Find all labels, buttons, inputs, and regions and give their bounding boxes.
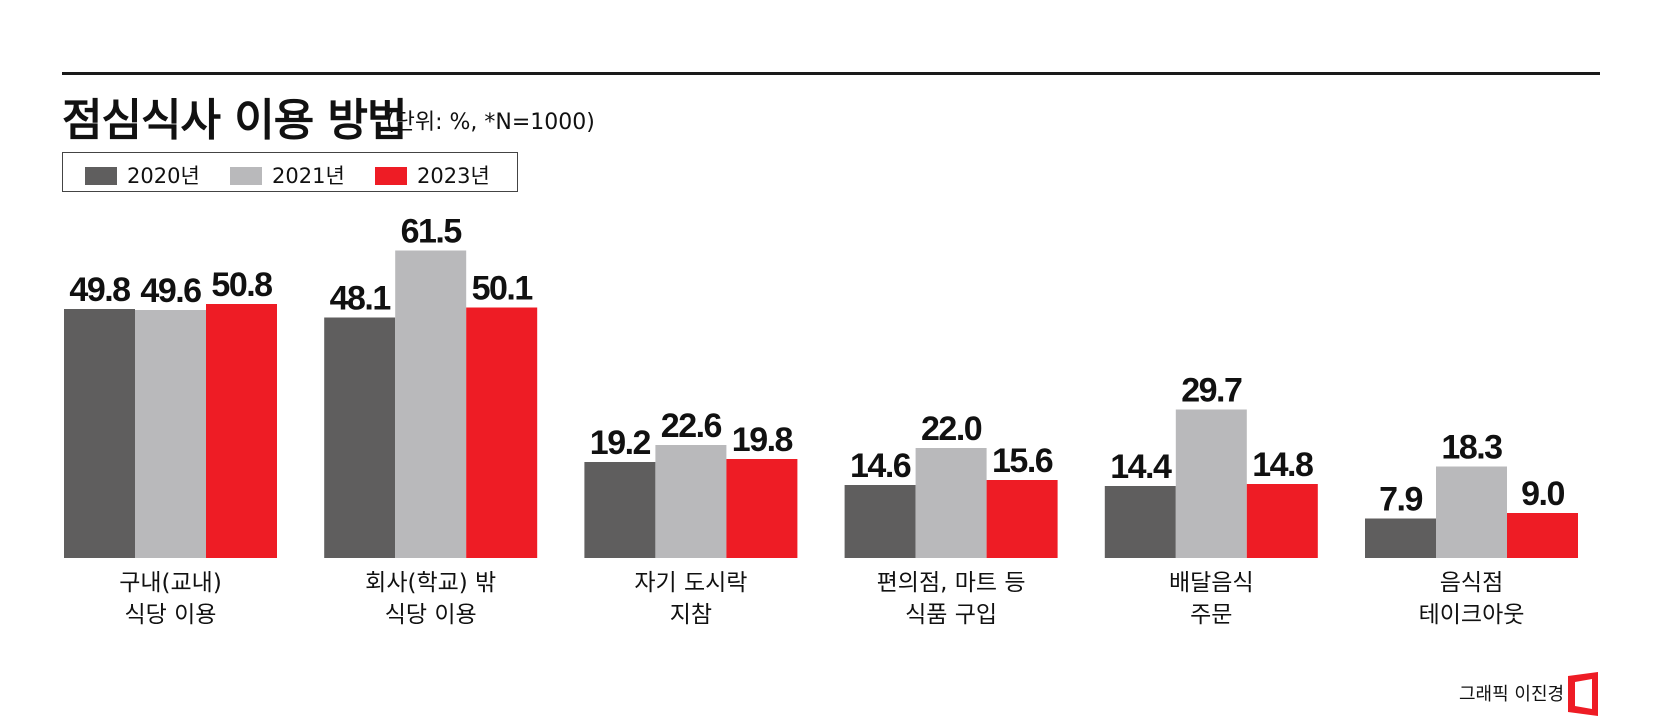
graphic-credit: 그래픽 이진경 <box>1459 684 1565 705</box>
bar-2020년-4 <box>1104 486 1176 558</box>
category-label-3-line-1: 식품 구입 <box>905 602 997 628</box>
bar-2020년-5 <box>1365 518 1436 558</box>
data-label-2021년-2: 22.6 <box>661 407 722 445</box>
chart-title: 점심식사 이용 방법 <box>62 95 407 146</box>
bar-2021년-1 <box>395 250 467 558</box>
bar-2021년-2 <box>655 445 727 558</box>
category-label-0-line-0: 구내(교내) <box>119 570 222 596</box>
data-label-2021년-4: 29.7 <box>1181 372 1242 410</box>
bar-2021년-4 <box>1175 409 1247 558</box>
legend-item-2021: 2021년 <box>230 160 345 190</box>
legend-item-2020: 2020년 <box>85 160 200 190</box>
bar-2021년-3 <box>915 448 987 558</box>
legend-item-2023: 2023년 <box>375 160 490 190</box>
bar-2020년-0 <box>64 309 135 558</box>
legend-label-2023: 2023년 <box>417 164 490 188</box>
bar-2023년-5 <box>1507 513 1578 558</box>
data-label-2020년-0: 49.8 <box>69 271 130 309</box>
data-label-2020년-1: 48.1 <box>330 280 391 318</box>
bar-2020년-1 <box>324 317 396 558</box>
legend-swatch-2020 <box>85 167 117 185</box>
category-label-5-line-0: 음식점 <box>1440 570 1503 596</box>
data-label-2020년-2: 19.2 <box>590 424 651 462</box>
category-label-4-line-0: 배달음식 <box>1169 570 1254 596</box>
data-label-2021년-0: 49.6 <box>140 272 201 310</box>
category-label-4-line-1: 주문 <box>1190 602 1232 628</box>
publisher-logo-icon <box>1568 672 1598 716</box>
bar-2023년-0 <box>206 304 277 558</box>
chart-subtitle: (단위: %, *N=1000) <box>386 110 595 135</box>
category-label-5-line-1: 테이크아웃 <box>1419 602 1525 628</box>
data-label-2021년-5: 18.3 <box>1441 429 1502 467</box>
data-label-2023년-0: 50.8 <box>211 266 272 304</box>
data-label-2023년-3: 15.6 <box>992 442 1053 480</box>
category-label-2-line-0: 자기 도시락 <box>634 570 747 596</box>
legend-label-2021: 2021년 <box>272 164 345 188</box>
bar-2023년-3 <box>986 480 1058 558</box>
bar-2021년-0 <box>135 310 206 558</box>
legend-swatch-2023 <box>375 167 407 185</box>
data-label-2021년-1: 61.5 <box>401 213 462 251</box>
bar-2020년-2 <box>584 462 656 558</box>
category-label-1-line-1: 식당 이용 <box>385 602 477 628</box>
top-rule <box>62 72 1600 75</box>
category-label-3-line-0: 편의점, 마트 등 <box>877 570 1026 596</box>
data-label-2020년-5: 7.9 <box>1379 481 1422 519</box>
bar-2021년-5 <box>1436 466 1507 558</box>
data-label-2023년-2: 19.8 <box>732 421 793 459</box>
data-label-2020년-4: 14.4 <box>1110 448 1172 486</box>
legend-label-2020: 2020년 <box>127 164 200 188</box>
category-label-2-line-1: 지참 <box>670 602 712 628</box>
category-label-1-line-0: 회사(학교) 밖 <box>365 570 496 596</box>
bar-2020년-3 <box>844 485 916 558</box>
legend: 2020년 2021년 2023년 <box>62 152 518 192</box>
legend-swatch-2021 <box>230 167 262 185</box>
data-label-2023년-4: 14.8 <box>1252 446 1313 484</box>
data-label-2021년-3: 22.0 <box>921 410 982 448</box>
bar-2023년-4 <box>1246 484 1318 558</box>
bar-2023년-1 <box>466 307 538 558</box>
category-label-0-line-1: 식당 이용 <box>125 602 217 628</box>
data-label-2023년-1: 50.1 <box>472 270 533 308</box>
data-label-2023년-5: 9.0 <box>1521 475 1564 513</box>
data-label-2020년-3: 14.6 <box>850 447 911 485</box>
bar-2023년-2 <box>726 459 798 558</box>
